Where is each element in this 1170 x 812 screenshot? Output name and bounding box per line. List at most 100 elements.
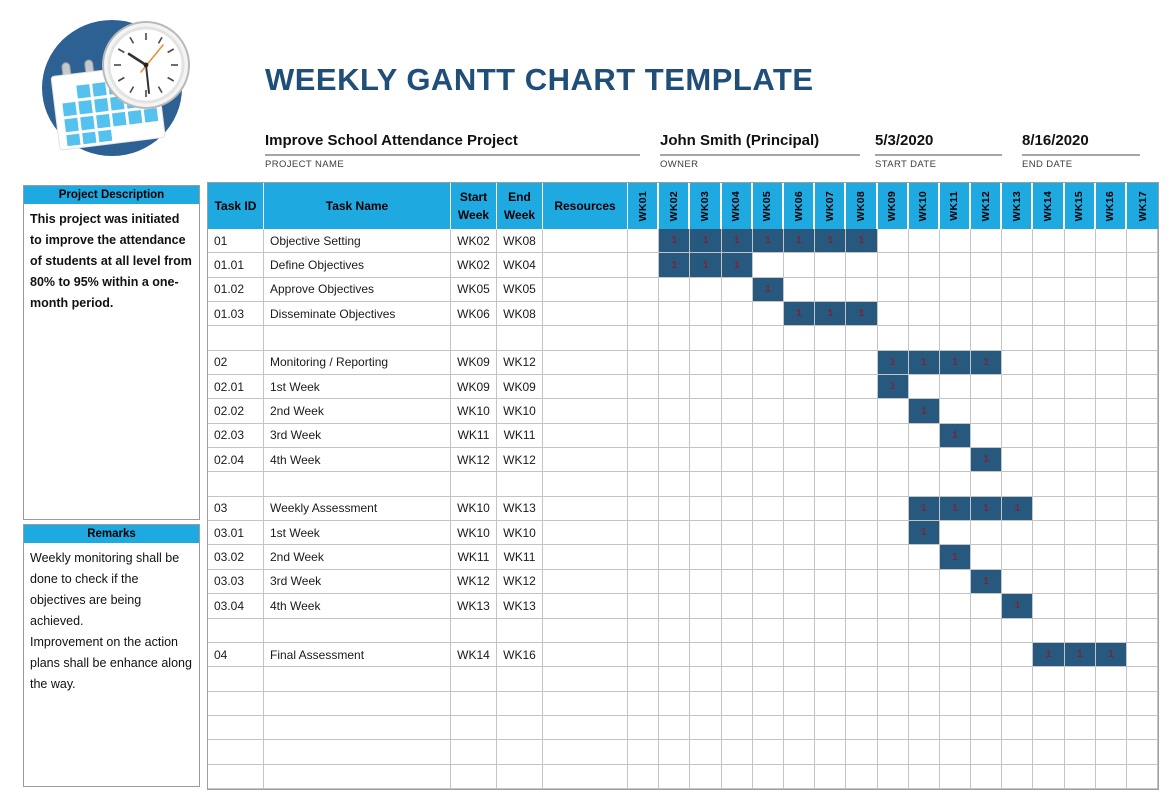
gantt-cell[interactable] (815, 277, 847, 303)
task-name-cell[interactable]: 3rd Week (264, 423, 451, 449)
gantt-cell[interactable] (939, 448, 972, 473)
gantt-cell[interactable] (659, 545, 691, 570)
resources-cell[interactable] (543, 618, 628, 643)
start-week-cell[interactable] (451, 715, 497, 741)
resources-cell[interactable] (543, 229, 628, 254)
gantt-cell[interactable] (1127, 253, 1159, 278)
gantt-cell[interactable] (783, 594, 816, 619)
gantt-cell[interactable] (659, 691, 691, 716)
gantt-cell[interactable] (846, 423, 878, 449)
gantt-cell[interactable] (877, 715, 909, 741)
gantt-cell[interactable] (1127, 448, 1159, 473)
gantt-cell[interactable] (1002, 253, 1034, 278)
gantt-cell[interactable]: 1 (971, 448, 1003, 473)
remarks-text[interactable]: Weekly monitoring shall be done to check… (30, 551, 192, 691)
gantt-cell[interactable] (783, 423, 816, 449)
gantt-cell[interactable]: 1 (877, 350, 909, 376)
gantt-cell[interactable] (690, 302, 722, 327)
gantt-cell[interactable] (783, 691, 816, 716)
gantt-cell[interactable] (877, 569, 909, 595)
gantt-cell[interactable] (877, 253, 909, 278)
gantt-cell[interactable] (1033, 521, 1065, 546)
gantt-cell[interactable] (1127, 326, 1159, 351)
gantt-cell[interactable]: 1 (752, 229, 784, 254)
gantt-cell[interactable] (1095, 691, 1127, 716)
gantt-cell[interactable] (971, 521, 1003, 546)
gantt-cell[interactable] (659, 326, 691, 351)
gantt-cell[interactable] (1095, 496, 1127, 522)
task-id-cell[interactable] (208, 740, 264, 765)
gantt-cell[interactable] (877, 277, 909, 303)
gantt-cell[interactable]: 1 (752, 277, 784, 303)
gantt-cell[interactable] (690, 545, 722, 570)
gantt-cell[interactable] (1002, 691, 1034, 716)
gantt-cell[interactable] (908, 375, 940, 400)
gantt-cell[interactable] (846, 618, 878, 643)
end-week-cell[interactable]: WK10 (497, 399, 543, 424)
gantt-cell[interactable]: 1 (846, 302, 878, 327)
gantt-cell[interactable] (1064, 594, 1096, 619)
gantt-cell[interactable] (783, 277, 816, 303)
gantt-cell[interactable] (815, 740, 847, 765)
start-week-cell[interactable]: WK12 (451, 448, 497, 473)
gantt-cell[interactable]: 1 (721, 253, 753, 278)
project-name-value[interactable]: Improve School Attendance Project (265, 132, 640, 156)
gantt-cell[interactable] (628, 667, 660, 692)
task-id-cell[interactable]: 02.04 (208, 448, 264, 473)
gantt-cell[interactable] (1127, 496, 1159, 522)
gantt-cell[interactable] (846, 448, 878, 473)
gantt-cell[interactable] (846, 326, 878, 351)
gantt-cell[interactable] (752, 472, 784, 497)
resources-cell[interactable] (543, 594, 628, 619)
task-name-cell[interactable]: Objective Setting (264, 229, 451, 254)
gantt-cell[interactable] (846, 667, 878, 692)
start-week-cell[interactable]: WK02 (451, 229, 497, 254)
gantt-cell[interactable] (1064, 764, 1096, 789)
gantt-cell[interactable] (939, 326, 972, 351)
resources-cell[interactable] (543, 545, 628, 570)
gantt-cell[interactable] (1033, 594, 1065, 619)
gantt-cell[interactable] (1127, 691, 1159, 716)
gantt-cell[interactable] (1127, 618, 1159, 643)
gantt-cell[interactable] (1064, 399, 1096, 424)
start-week-cell[interactable] (451, 472, 497, 497)
gantt-cell[interactable] (783, 740, 816, 765)
gantt-cell[interactable] (752, 642, 784, 668)
gantt-cell[interactable] (690, 594, 722, 619)
gantt-cell[interactable] (659, 667, 691, 692)
gantt-cell[interactable] (752, 740, 784, 765)
task-id-cell[interactable]: 01.02 (208, 277, 264, 303)
gantt-cell[interactable] (939, 594, 972, 619)
gantt-cell[interactable] (1095, 253, 1127, 278)
gantt-cell[interactable] (690, 569, 722, 595)
gantt-cell[interactable] (659, 740, 691, 765)
gantt-cell[interactable] (1033, 302, 1065, 327)
gantt-cell[interactable] (628, 642, 660, 668)
gantt-cell[interactable] (752, 618, 784, 643)
gantt-cell[interactable] (1033, 545, 1065, 570)
gantt-cell[interactable] (1002, 569, 1034, 595)
gantt-cell[interactable] (1064, 691, 1096, 716)
gantt-cell[interactable] (1095, 667, 1127, 692)
start-week-cell[interactable]: WK02 (451, 253, 497, 278)
gantt-cell[interactable] (1127, 229, 1159, 254)
gantt-cell[interactable] (971, 642, 1003, 668)
start-week-cell[interactable] (451, 326, 497, 351)
end-week-cell[interactable] (497, 326, 543, 351)
gantt-cell[interactable] (877, 691, 909, 716)
gantt-cell[interactable] (971, 423, 1003, 449)
gantt-cell[interactable] (721, 715, 753, 741)
gantt-cell[interactable] (1033, 423, 1065, 449)
start-week-cell[interactable]: WK10 (451, 496, 497, 522)
gantt-cell[interactable] (783, 496, 816, 522)
task-id-cell[interactable]: 04 (208, 642, 264, 668)
gantt-cell[interactable] (1127, 740, 1159, 765)
task-name-cell[interactable]: 2nd Week (264, 545, 451, 570)
gantt-cell[interactable] (815, 618, 847, 643)
start-week-cell[interactable] (451, 764, 497, 789)
gantt-cell[interactable] (1064, 667, 1096, 692)
gantt-cell[interactable]: 1 (939, 496, 972, 522)
gantt-cell[interactable] (690, 472, 722, 497)
gantt-cell[interactable] (908, 715, 940, 741)
end-week-cell[interactable] (497, 764, 543, 789)
